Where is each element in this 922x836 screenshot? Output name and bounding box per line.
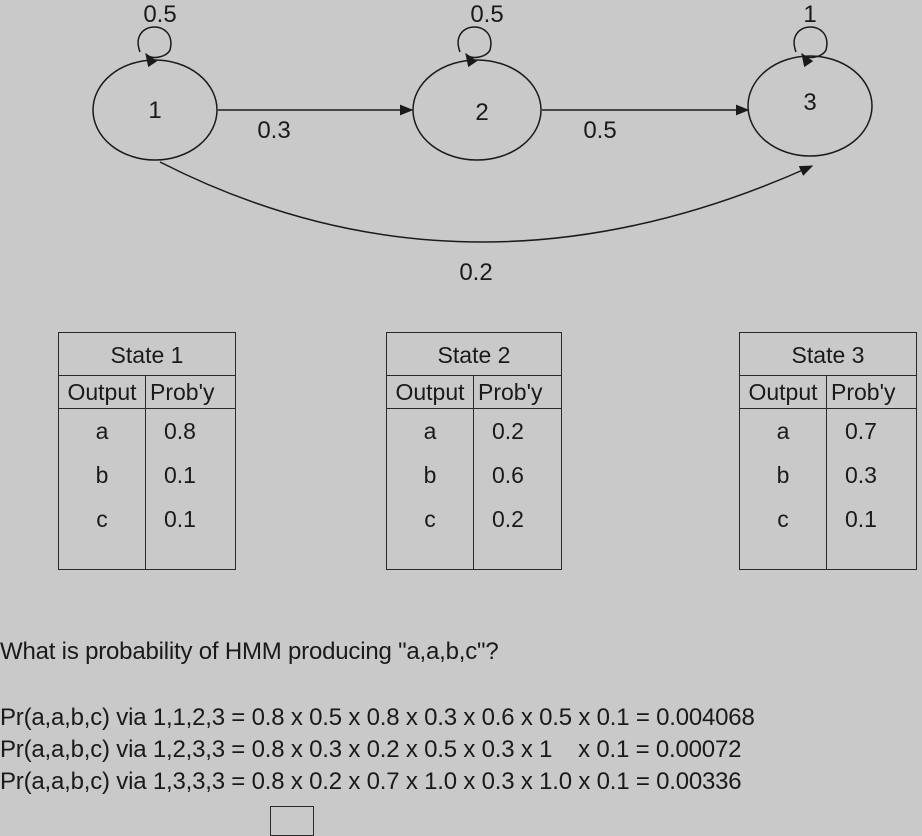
calculation-line: Pr(a,a,b,c) via 1,3,3,3 = 0.8 x 0.2 x 0.… bbox=[0, 768, 742, 795]
question-text: What is probability of HMM producing "a,… bbox=[0, 638, 499, 665]
prob-cell: 0.1 bbox=[164, 506, 196, 532]
table-title: State 3 bbox=[740, 333, 916, 376]
table-body: a b c 0.7 0.3 0.1 bbox=[740, 409, 916, 569]
output-cell: c bbox=[777, 506, 789, 532]
prob-cell: 0.2 bbox=[492, 418, 524, 444]
emission-table-state-1: State 1 Output Prob'y a b c 0.8 0.1 0.1 bbox=[58, 332, 236, 570]
prob-cell: 0.3 bbox=[845, 462, 877, 488]
output-cell: c bbox=[96, 506, 108, 532]
self-loop-label-3: 1 bbox=[803, 1, 816, 28]
output-cell: a bbox=[95, 418, 109, 444]
prob-cell: 0.2 bbox=[492, 506, 524, 532]
emission-table-state-2: State 2 Output Prob'y a b c 0.2 0.6 0.2 bbox=[386, 332, 562, 570]
output-cell: b bbox=[95, 462, 109, 488]
self-loop-label-2: 0.5 bbox=[470, 1, 503, 28]
calculation-line: Pr(a,a,b,c) via 1,2,3,3 = 0.8 x 0.3 x 0.… bbox=[0, 736, 742, 763]
table-title: State 1 bbox=[59, 333, 235, 376]
table-header: Output Prob'y bbox=[387, 376, 561, 409]
self-loop-label-1: 0.5 bbox=[143, 1, 176, 28]
header-prob: Prob'y bbox=[831, 379, 896, 405]
edge-1-3 bbox=[159, 161, 814, 243]
header-output: Output bbox=[387, 376, 474, 408]
state-label-3: 3 bbox=[803, 89, 816, 116]
output-cell: a bbox=[423, 418, 437, 444]
header-prob: Prob'y bbox=[150, 379, 215, 405]
hmm-state-diagram: 1 2 3 0.5 0.5 1 0.3 0.5 0.2 bbox=[92, 1, 873, 286]
output-cell: c bbox=[424, 506, 436, 532]
table-title: State 2 bbox=[387, 333, 561, 376]
emission-table-state-3: State 3 Output Prob'y a b c 0.7 0.3 0.1 bbox=[739, 332, 917, 570]
table-header: Output Prob'y bbox=[740, 376, 916, 409]
prob-cell: 0.1 bbox=[845, 506, 877, 532]
self-loop-3 bbox=[793, 26, 828, 68]
edge-label-1-2: 0.3 bbox=[257, 117, 290, 144]
self-loop-1 bbox=[137, 26, 172, 68]
state-label-2: 2 bbox=[475, 99, 488, 126]
output-cell: b bbox=[776, 462, 790, 488]
prob-cell: 0.8 bbox=[164, 418, 196, 444]
self-loop-2 bbox=[457, 26, 492, 68]
table-body: a b c 0.8 0.1 0.1 bbox=[59, 409, 235, 569]
output-cell: b bbox=[423, 462, 437, 488]
header-prob: Prob'y bbox=[478, 379, 543, 405]
calculation-line: Pr(a,a,b,c) via 1,1,2,3 = 0.8 x 0.5 x 0.… bbox=[0, 704, 755, 731]
state-node-2 bbox=[412, 59, 542, 161]
prob-cell: 0.6 bbox=[492, 462, 524, 488]
header-output: Output bbox=[740, 376, 827, 408]
prob-cell: 0.7 bbox=[845, 418, 877, 444]
table-header: Output Prob'y bbox=[59, 376, 235, 409]
edge-label-1-3: 0.2 bbox=[459, 259, 492, 286]
output-cell: a bbox=[776, 418, 790, 444]
prob-cell: 0.1 bbox=[164, 462, 196, 488]
state-label-1: 1 bbox=[148, 97, 161, 124]
state-node-1 bbox=[92, 59, 218, 161]
edge-label-2-3: 0.5 bbox=[583, 117, 616, 144]
state-node-3 bbox=[747, 55, 873, 157]
table-body: a b c 0.2 0.6 0.2 bbox=[387, 409, 561, 569]
answer-box bbox=[270, 806, 314, 836]
header-output: Output bbox=[59, 376, 146, 408]
